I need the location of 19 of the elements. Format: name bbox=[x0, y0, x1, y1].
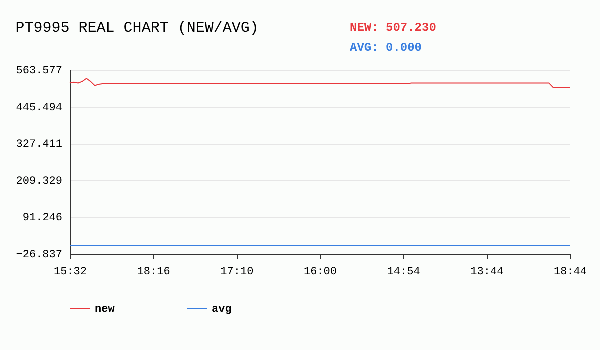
x-tick-label: 18:44 bbox=[554, 266, 588, 278]
text: NEW: 507.230 bbox=[350, 21, 436, 35]
x-tick-label: 15:32 bbox=[54, 266, 88, 278]
line-series bbox=[70, 78, 570, 88]
x-tick-label: 13:44 bbox=[470, 266, 504, 278]
y-tick-label: 327.411 bbox=[16, 139, 63, 152]
x-tick-label: 14:54 bbox=[387, 266, 421, 278]
y-tick-label: 209.329 bbox=[16, 176, 62, 188]
y-tick-label: −26.837 bbox=[16, 250, 62, 262]
chart-title: PT9995 REAL CHART (NEW/AVG) bbox=[16, 20, 259, 37]
text: AVG: 0.000 bbox=[350, 41, 422, 55]
x-tick-label: 16:00 bbox=[304, 266, 338, 278]
y-tick-label: 563.577 bbox=[16, 66, 62, 78]
x-tick-label: 18:16 bbox=[137, 266, 170, 278]
x-tick-label: 17:10 bbox=[220, 266, 254, 278]
y-tick-label: 91.246 bbox=[22, 212, 62, 225]
legend-label: new bbox=[95, 304, 116, 316]
y-tick-label: 445.494 bbox=[16, 102, 63, 114]
legend-label: avg bbox=[212, 304, 232, 316]
